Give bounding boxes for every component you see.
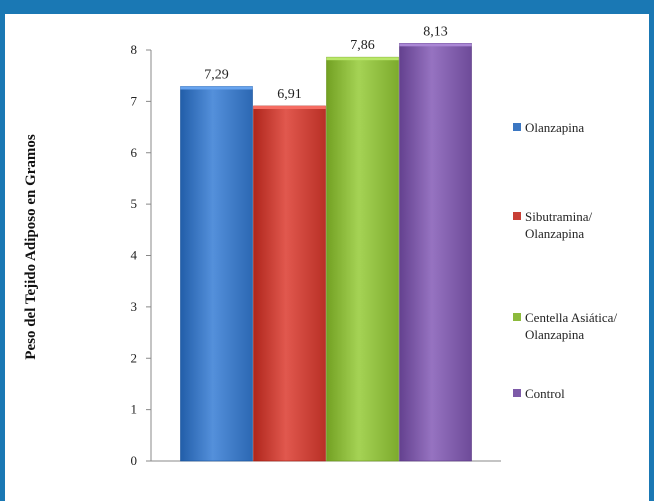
legend-item-4: Control: [513, 385, 565, 402]
y-tick-label: 2: [131, 350, 138, 365]
bar-2: [253, 105, 326, 462]
y-tick-label: 3: [131, 299, 138, 314]
y-axis-title: Peso del Tejido Adiposo en Gramos: [23, 134, 39, 360]
bars: [180, 43, 472, 462]
y-tick-label: 7: [131, 93, 138, 108]
y-tick-label: 1: [131, 402, 138, 417]
y-tick-label: 6: [131, 145, 138, 160]
legend-swatch: [513, 123, 521, 131]
legend-item-1: Olanzapina: [513, 119, 584, 136]
bar-2-top-bevel: [253, 105, 326, 109]
bar-4-top-bevel: [399, 43, 472, 47]
bar-3: [326, 56, 399, 462]
legend-swatch: [513, 212, 521, 220]
legend-item-2: Sibutramina/ Olanzapina: [513, 208, 592, 242]
bar-1-top-bevel: [180, 86, 253, 90]
y-tick-label: 4: [131, 248, 138, 263]
y-tick-label: 8: [131, 42, 138, 57]
legend: Olanzapina Sibutramina/ Olanzapina Centell…: [513, 14, 649, 501]
legend-label: Control: [525, 386, 565, 401]
data-labels: 7,29 6,91 7,86 8,13: [204, 24, 448, 102]
data-label-1: 7,29: [204, 67, 229, 82]
data-label-2: 6,91: [277, 87, 302, 102]
legend-swatch: [513, 313, 521, 321]
bar-4: [399, 43, 472, 462]
legend-item-3: Centella Asiática/ Olanzapina: [513, 309, 617, 343]
legend-label: Sibutramina/ Olanzapina: [525, 209, 593, 241]
bar-1: [180, 86, 253, 462]
data-label-4: 8,13: [423, 24, 448, 39]
bar-chart: 0 1 2 3 4 5 6 7 8 7,29 6,91 7,86 8,13 Peso del Teji…: [23, 24, 501, 468]
bar-3-top-bevel: [326, 57, 399, 61]
y-tick-label: 0: [131, 453, 138, 468]
legend-swatch: [513, 389, 521, 397]
legend-label: Centella Asiática/ Olanzapina: [525, 310, 618, 342]
data-label-3: 7,86: [350, 38, 375, 53]
legend-label: Olanzapina: [525, 120, 585, 135]
chart-frame: 0 1 2 3 4 5 6 7 8 7,29 6,91 7,86 8,13 Peso del Teji…: [5, 14, 649, 501]
y-tick-label: 5: [131, 196, 138, 211]
